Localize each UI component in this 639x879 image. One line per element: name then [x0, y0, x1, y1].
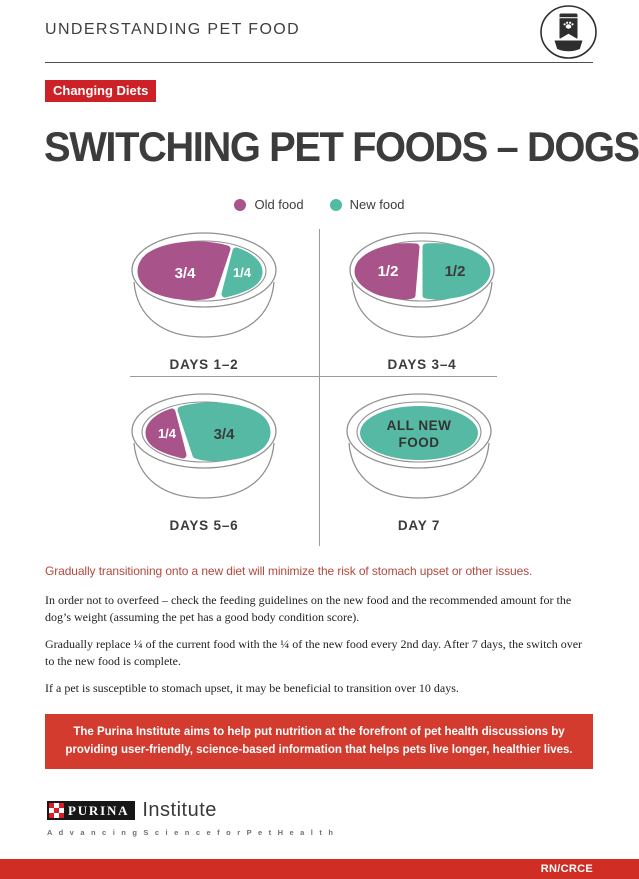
bowl-caption: DAYS 5–6 — [169, 518, 239, 533]
purina-checkerboard-icon — [49, 803, 64, 818]
paragraph: If a pet is susceptible to stomach upset… — [45, 680, 459, 695]
paragraph: In order not to overfeed – check the fee… — [45, 593, 572, 625]
document-code-bar: RN/CRCE — [0, 859, 639, 879]
portion-label: ALL NEW — [387, 418, 452, 433]
header-divider — [45, 62, 593, 63]
bowl-illustration: 1/2 1/2 — [349, 232, 495, 338]
portion-label: 1/2 — [445, 263, 466, 280]
vertical-divider — [319, 229, 320, 546]
section-badge: Changing Diets — [45, 80, 157, 102]
brand-suffix: Institute — [142, 799, 217, 821]
horizontal-divider — [130, 376, 497, 377]
portion-label: 3/4 — [175, 265, 197, 282]
bowl-caption: DAY 7 — [397, 518, 441, 533]
legend-label: Old food — [254, 197, 304, 212]
brand-name: PURINA — [68, 802, 130, 818]
bowl-days-1-2: 3/4 1/4 DAYS 1–2 — [109, 226, 299, 372]
bowl-illustration: ALL NEW FOOD — [346, 393, 492, 499]
legend-label: New food — [349, 197, 405, 212]
bowl-caption: DAYS 1–2 — [169, 357, 239, 372]
paragraph: Gradually replace ¼ of the current food … — [45, 636, 583, 669]
bowl-caption: DAYS 3–4 — [387, 357, 457, 372]
bowl-illustration: 3/4 1/4 — [131, 232, 277, 338]
bowl-day-7: ALL NEW FOOD DAY 7 — [324, 387, 514, 533]
intro-sentence: Gradually transitioning onto a new diet … — [45, 564, 533, 578]
page-header-title: UNDERSTANDING PET FOOD — [45, 21, 301, 38]
bowl-days-3-4: 1/2 1/2 DAYS 3–4 — [327, 226, 517, 372]
portion-label: 1/4 — [233, 265, 252, 280]
bowl-illustration: 1/4 3/4 — [131, 393, 277, 499]
bowl-days-5-6: 1/4 3/4 DAYS 5–6 — [109, 387, 299, 533]
portion-label: 1/2 — [378, 263, 399, 280]
body-paragraphs: In order not to overfeed – check the fee… — [45, 592, 593, 706]
document-code: RN/CRCE — [540, 863, 593, 875]
portion-label: 3/4 — [214, 426, 236, 443]
new-food-dot-icon — [329, 198, 342, 211]
callout-line: providing user-friendly, science-based i… — [65, 743, 573, 756]
bowl-diagram-grid: 3/4 1/4 DAYS 1–2 1/2 1/2 DAYS 3–4 1/4 3/… — [0, 224, 639, 546]
purina-institute-logo: PURINA Institute A d v a n c i n g S c i… — [47, 799, 335, 837]
legend: Old food New food — [0, 197, 639, 212]
old-food-dot-icon — [234, 198, 247, 211]
brand-tagline: A d v a n c i n g S c i e n c e f o r P … — [47, 828, 336, 837]
callout-line: The Purina Institute aims to help put nu… — [73, 725, 565, 738]
portion-label: FOOD — [399, 435, 440, 450]
legend-item-new-food: New food — [329, 197, 405, 212]
page-title: SWITCHING PET FOODS – DOGS — [44, 123, 639, 170]
pet-food-bag-bowl-icon — [540, 5, 597, 59]
portion-label: 1/4 — [158, 426, 177, 441]
purina-wordmark: PURINA — [47, 801, 136, 820]
purina-institute-callout: The Purina Institute aims to help put nu… — [45, 714, 593, 769]
legend-item-old-food: Old food — [234, 197, 304, 212]
